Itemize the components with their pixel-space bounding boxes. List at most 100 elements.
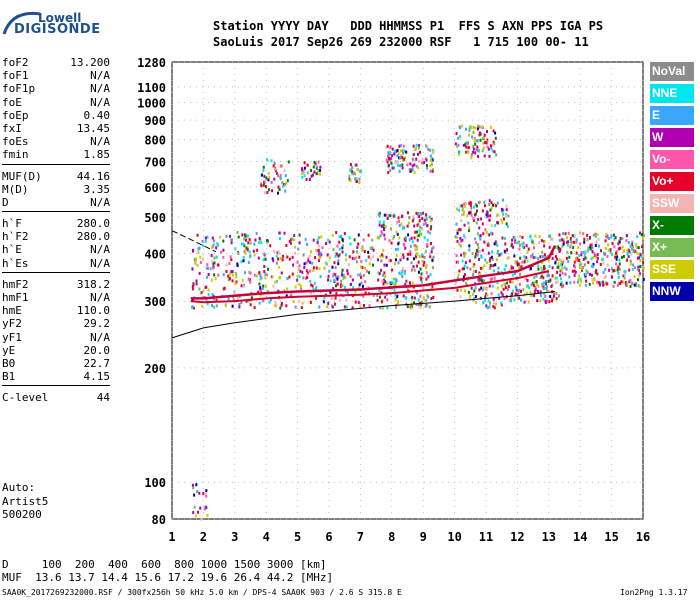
echo-point xyxy=(485,261,488,265)
echo-point xyxy=(640,233,643,237)
echo-point xyxy=(390,241,393,245)
echo-point xyxy=(301,270,304,274)
echo-point xyxy=(465,150,468,154)
echo-point xyxy=(329,290,332,294)
echo-point xyxy=(500,218,503,222)
echo-point xyxy=(609,248,612,252)
echo-point xyxy=(597,244,600,248)
echo-point xyxy=(639,231,642,235)
echo-point xyxy=(561,285,564,289)
echo-point xyxy=(358,283,361,287)
echo-point xyxy=(457,136,460,140)
echo-point xyxy=(496,201,499,205)
legend-item: W xyxy=(650,128,694,147)
echo-point xyxy=(207,292,210,296)
echo-point xyxy=(549,278,552,282)
echo-point xyxy=(387,214,390,218)
echo-point xyxy=(584,283,587,287)
echo-point xyxy=(606,236,609,240)
echo-point xyxy=(479,296,482,300)
echo-point xyxy=(571,240,574,244)
echo-point xyxy=(543,281,546,285)
echo-point xyxy=(553,292,556,296)
echo-point xyxy=(263,270,266,274)
echo-point xyxy=(406,305,409,309)
echo-point xyxy=(575,251,578,255)
param-value: 13.45 xyxy=(76,121,110,135)
echo-point xyxy=(467,290,470,294)
echo-point xyxy=(470,206,473,210)
echo-point xyxy=(412,217,415,221)
echo-point xyxy=(301,168,304,172)
echo-point xyxy=(319,165,322,169)
trace-o-trace xyxy=(190,245,557,300)
echo-point xyxy=(620,280,623,284)
echo-point xyxy=(483,200,486,204)
param-name: B0 xyxy=(2,356,16,370)
echo-point xyxy=(317,248,320,252)
echo-point xyxy=(312,269,315,273)
echo-point xyxy=(633,283,636,287)
x-tick-label: 2 xyxy=(200,530,207,544)
echo-point xyxy=(192,511,195,515)
echo-point xyxy=(397,302,400,306)
echo-point xyxy=(258,271,261,275)
echo-point xyxy=(472,217,475,221)
echo-point xyxy=(201,239,204,243)
echo-point xyxy=(458,242,461,246)
echo-point xyxy=(212,239,215,243)
echo-point xyxy=(335,231,338,235)
param-row: h`F 280.0 xyxy=(2,217,110,230)
echo-point xyxy=(575,240,578,244)
footer-version: Ion2Png 1.3.17 xyxy=(620,588,688,597)
echo-point xyxy=(586,271,589,275)
x-tick-label: 7 xyxy=(357,530,364,544)
echo-point xyxy=(431,151,434,155)
echo-point xyxy=(621,237,624,241)
echo-point xyxy=(571,234,574,238)
echo-point xyxy=(577,278,580,282)
echo-point xyxy=(482,146,485,150)
echo-point xyxy=(240,301,243,305)
echo-point xyxy=(549,294,552,298)
echo-point xyxy=(611,242,614,246)
echo-point xyxy=(277,185,280,189)
echo-point xyxy=(340,234,343,238)
echo-point xyxy=(413,171,416,175)
echo-point xyxy=(205,494,208,498)
param-name: D xyxy=(2,195,9,209)
echo-point xyxy=(485,213,488,217)
echo-point xyxy=(492,264,495,268)
echo-point xyxy=(263,181,266,185)
echo-point xyxy=(411,164,414,168)
echo-point xyxy=(206,302,209,306)
footer-distance-row: D 100 200 400 600 800 1000 1500 3000 [km… xyxy=(2,558,327,571)
echo-point xyxy=(385,263,388,267)
echo-point xyxy=(586,233,589,237)
echo-point xyxy=(354,163,357,167)
echo-point xyxy=(281,254,284,258)
echo-point xyxy=(358,180,361,184)
echo-point xyxy=(355,256,358,260)
echo-point xyxy=(591,264,594,268)
echo-point xyxy=(384,225,387,229)
echo-point xyxy=(561,266,564,270)
echo-point xyxy=(601,257,604,261)
echo-point xyxy=(249,255,252,259)
echo-point xyxy=(464,143,467,147)
echo-point xyxy=(485,292,488,296)
echo-point xyxy=(587,246,590,250)
echo-point xyxy=(459,228,462,232)
echo-point xyxy=(406,257,409,261)
echo-point xyxy=(307,259,310,263)
echo-point xyxy=(340,271,343,275)
echo-point xyxy=(582,250,585,254)
echo-point xyxy=(423,218,426,222)
echo-point xyxy=(533,290,536,294)
echo-point xyxy=(275,304,278,308)
echo-point xyxy=(501,236,504,240)
echo-point xyxy=(585,269,588,273)
echo-point xyxy=(416,238,419,242)
echo-point xyxy=(306,242,309,246)
echo-point xyxy=(367,250,370,254)
